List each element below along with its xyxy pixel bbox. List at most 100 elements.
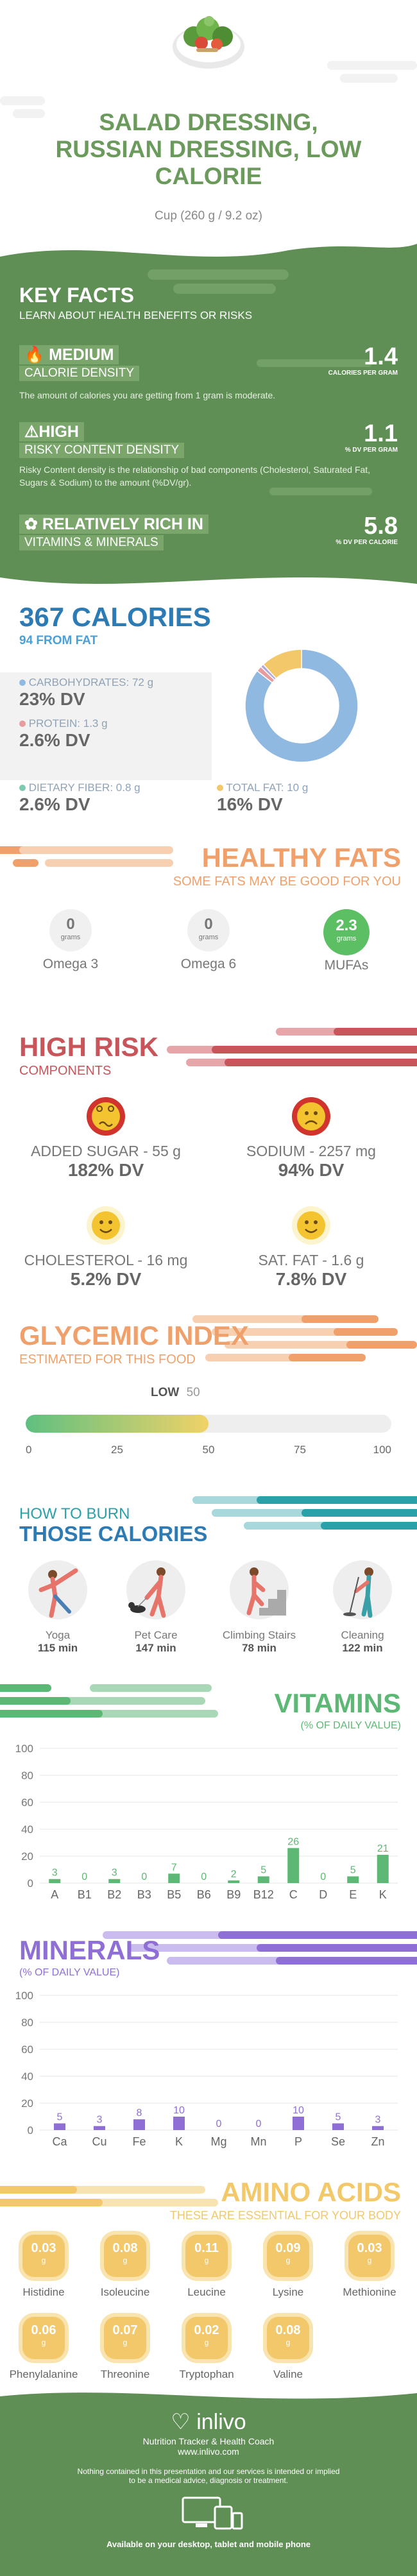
amino-unit: g (41, 2338, 46, 2347)
burn-title-line2: THOSE CALORIES (19, 1522, 208, 1546)
healthy-fats-title: HEALTHY FATS (201, 842, 401, 873)
header-section: SALAD DRESSING, RUSSIAN DRESSING, LOW CA… (0, 0, 417, 231)
vitamin-category-label: B2 (107, 1888, 121, 1901)
mineral-ytick-label: 40 (21, 2070, 33, 2083)
amino-value: 0.03 (357, 2241, 382, 2255)
amino-badge: 0.11 g (185, 2235, 228, 2277)
mineral-value-label: 3 (375, 2115, 381, 2126)
omega6-item: 0 grams Omega 6 (173, 909, 244, 972)
key-facts-bg (0, 244, 417, 597)
amino-unit: g (123, 2338, 128, 2347)
burn-yoga: Yoga 115 min (13, 1558, 103, 1655)
header-decor (0, 61, 417, 118)
vitamin-value-label: 3 (112, 1868, 117, 1879)
amino-label: Histidine (22, 2286, 65, 2298)
vitamin-bar-B9 (228, 1880, 240, 1883)
devices-icon (182, 2496, 243, 2530)
amino-value: 0.08 (275, 2323, 301, 2337)
high-risk-decor (167, 1028, 417, 1066)
mineral-category-label: Fe (132, 2135, 146, 2148)
mineral-bar-K (173, 2117, 185, 2130)
mineral-ytick-label: 20 (21, 2097, 33, 2110)
vitamin-value-label: 0 (201, 1872, 207, 1882)
stairs-label: Climbing Stairs (222, 1629, 296, 1641)
amino-unit: g (41, 2256, 46, 2265)
amino-unit: g (204, 2338, 209, 2347)
salad-bowl-icon (173, 16, 244, 69)
calorie-density-value: 1.4 (364, 343, 398, 370)
vitamins-richness-unit: % DV PER CALORIE (336, 539, 398, 546)
calories-title: 367 CALORIES (19, 602, 211, 632)
amino-unit: g (285, 2256, 291, 2265)
donut-slice-carbs (244, 649, 359, 763)
vitamin-value-label: 5 (260, 1865, 266, 1876)
amino-unit: g (367, 2256, 372, 2265)
amino-item-valine: 0.08 g Valine (250, 2317, 327, 2381)
mineral-bar-Ca (54, 2123, 65, 2130)
vitamins-section: VITAMINS (% OF DAILY VALUE) 0 20 40 60 80 100… (0, 1678, 417, 1915)
footer-section: ♡ inlivo Nutrition Tracker & Health Coac… (0, 2384, 417, 2576)
glycemic-bar-track (26, 1415, 391, 1433)
amino-subtitle: THESE ARE ESSENTIAL FOR YOUR BODY (169, 2209, 401, 2222)
mineral-value-label: 5 (336, 2112, 341, 2123)
risky-density-label: RISKY CONTENT DENSITY (19, 443, 185, 458)
vitamin-category-label: C (289, 1888, 298, 1901)
stairs-time: 78 min (242, 1642, 277, 1654)
footer-url[interactable]: www.inlivo.com (178, 2446, 239, 2457)
glycemic-tick-label: 75 (294, 1444, 306, 1456)
footer-disclaimer-1: Nothing contained in this presentation a… (77, 2467, 340, 2476)
mineral-ytick-label: 100 (15, 1990, 33, 2002)
risk-sodium: SODIUM - 2257 mg 94% DV (218, 1096, 404, 1181)
mineral-category-label: P (294, 2135, 302, 2148)
amino-section: AMINO ACIDS THESE ARE ESSENTIAL FOR YOUR… (0, 2172, 417, 2384)
risky-density-level: ⚠HIGH (19, 422, 84, 441)
high-risk-subtitle: COMPONENTS (19, 1064, 112, 1078)
key-facts-title: KEY FACTS (19, 284, 134, 307)
amino-value: 0.09 (275, 2241, 301, 2255)
vitamin-bar-B5 (168, 1873, 180, 1883)
mineral-value-label: 0 (216, 2119, 222, 2129)
vitamins-richness-level: ✿ RELATIVELY RICH IN (19, 515, 208, 534)
stairs-icon (230, 1560, 289, 1619)
mineral-ytick-label: 60 (21, 2043, 33, 2056)
glycemic-level-text: LOW 50 (151, 1386, 200, 1400)
amino-badge: 0.03 g (22, 2235, 65, 2277)
vitamin-bar-B12 (257, 1876, 269, 1883)
calories-subtitle: 94 FROM FAT (19, 634, 98, 647)
vitamin-ytick-label: 0 (28, 1877, 33, 1889)
vitamin-value-label: 26 (287, 1836, 299, 1847)
mineral-bar-Fe (133, 2119, 145, 2130)
amino-badge: 0.03 g (348, 2235, 391, 2277)
mufas-badge: 2.3 grams (323, 909, 370, 955)
vitamins-title: VITAMINS (274, 1688, 401, 1718)
omega6-badge: 0 grams (187, 909, 230, 951)
happy-face-icon (292, 1206, 330, 1245)
vitamin-ytick-label: 40 (21, 1823, 33, 1836)
mufas-label: MUFAs (324, 958, 369, 973)
vitamins-richness-value: 5.8 (364, 513, 398, 540)
vitamin-ytick-label: 80 (21, 1770, 33, 1782)
omega3-item: 0 grams Omega 3 (35, 909, 106, 972)
mineral-ytick-label: 0 (28, 2124, 33, 2137)
amino-label: Phenylalanine (9, 2368, 78, 2380)
pet-care-time: 147 min (135, 1642, 176, 1654)
amino-item-leucine: 0.11 g Leucine (168, 2235, 245, 2299)
glycemic-bar-fill (26, 1415, 208, 1433)
amino-value: 0.06 (31, 2323, 56, 2337)
omega3-badge: 0 grams (49, 909, 92, 951)
mineral-category-label: Se (331, 2135, 345, 2148)
sat-fat-dv: 7.8% DV (275, 1269, 347, 1289)
minerals-bar-chart: 0 20 40 60 80 100 5 Ca 3 Cu 8 Fe 10 K 0 Mg 0 Mn 10 P 5 Se 3 Zn (15, 1990, 398, 2148)
burn-cleaning: Cleaning 122 min (318, 1558, 407, 1655)
heart-logo-icon: ♡ (171, 2410, 191, 2434)
risky-density-value-block: 1.1 % DV PER GRAM (345, 421, 398, 454)
glycemic-subtitle: ESTIMATED FOR THIS FOOD (19, 1352, 196, 1367)
yoga-icon (28, 1560, 87, 1619)
title-line-1: SALAD DRESSING, (99, 109, 318, 135)
risk-cholesterol: CHOLESTEROL - 16 mg 5.2% DV (13, 1205, 199, 1290)
high-risk-section: HIGH RISK COMPONENTS ADDED SUGAR - 55 g … (0, 1020, 417, 1296)
amino-value: 0.03 (31, 2241, 56, 2255)
mineral-value-label: 8 (137, 2108, 142, 2119)
footer-logo: ♡ inlivo (171, 2410, 246, 2434)
sodium-label: SODIUM - 2257 mg (246, 1143, 376, 1159)
